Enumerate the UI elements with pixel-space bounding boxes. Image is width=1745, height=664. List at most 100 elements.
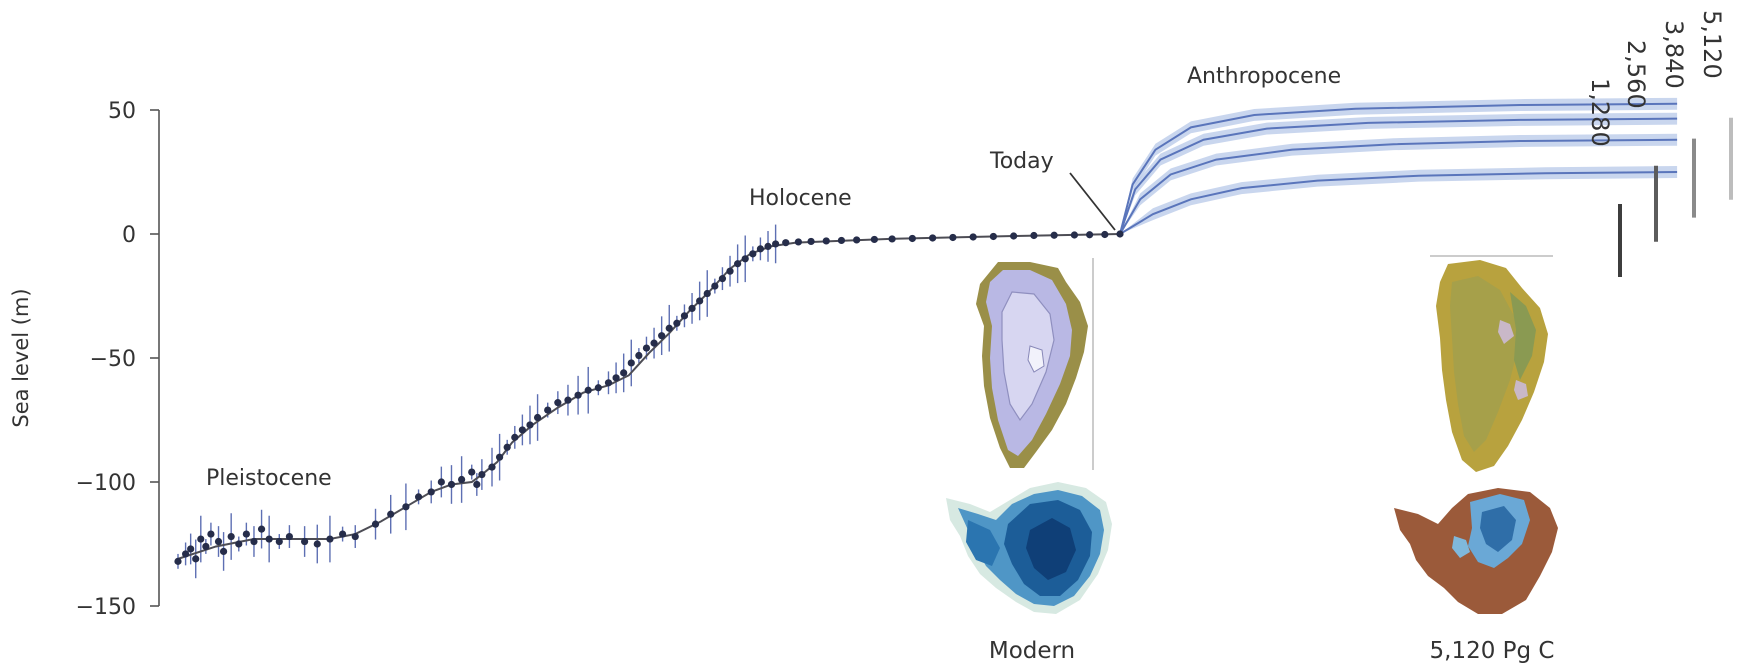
data-point [665, 324, 673, 332]
data-point [265, 535, 273, 543]
data-point [627, 359, 635, 367]
data-point [458, 475, 466, 484]
scenario-label-5120: 5,120 [1698, 10, 1726, 79]
data-point [764, 242, 772, 250]
map-future-antarctica [1394, 488, 1558, 614]
map-caption-future: 5,120 Pg C [1430, 638, 1555, 664]
data-point [1010, 232, 1018, 240]
data-point [468, 468, 476, 476]
data-point [214, 537, 223, 546]
scenario-band [1120, 133, 1678, 234]
data-point [351, 532, 359, 541]
data-point [181, 550, 190, 558]
data-point [427, 488, 435, 496]
data-point [756, 245, 765, 253]
data-point [888, 235, 896, 243]
data-point [949, 233, 957, 242]
data-point [473, 480, 481, 489]
data-point [564, 396, 572, 404]
data-point [822, 237, 830, 245]
data-point [772, 240, 780, 248]
data-point [326, 535, 334, 543]
data-point [807, 237, 815, 246]
scenario-label-3840: 3,840 [1660, 20, 1688, 89]
y-tick-label: 0 [122, 223, 136, 248]
data-point [533, 413, 542, 422]
map-modern-greenland [976, 262, 1088, 468]
data-point [658, 332, 666, 340]
data-point [503, 443, 511, 451]
data-point [688, 304, 696, 312]
data-point [1116, 230, 1124, 238]
data-point [989, 232, 997, 241]
data-point [478, 470, 486, 479]
y-axis-label: Sea level (m) [9, 288, 33, 427]
scenario-line [1119, 117, 1678, 235]
map-caption-modern: Modern [989, 638, 1075, 664]
data-point [1086, 231, 1094, 239]
data-point [574, 391, 582, 399]
data-point [301, 537, 309, 546]
y-tick-label: −150 [76, 595, 136, 620]
era-label-anthropocene: Anthropocene [1187, 64, 1341, 89]
data-point [554, 399, 562, 407]
data-point [594, 384, 602, 392]
data-point [250, 537, 258, 546]
y-tick-label: −50 [90, 347, 136, 372]
data-point [584, 386, 592, 394]
data-point [338, 530, 347, 538]
y-tick-label: −100 [76, 471, 136, 496]
data-point [387, 510, 395, 518]
scenario-line [1119, 171, 1678, 235]
data-point [794, 238, 803, 246]
data-point [187, 545, 195, 553]
y-axis: 50 0 −50 −100 −150 Sea level (m) [9, 99, 160, 620]
data-point [257, 525, 266, 533]
map-modern-antarctica [946, 482, 1112, 614]
data-point [227, 532, 235, 541]
data-point [718, 275, 727, 283]
data-point [488, 463, 496, 471]
scenario-label-1280: 1,280 [1586, 78, 1614, 147]
era-label-pleistocene: Pleistocene [206, 466, 332, 491]
data-point [1030, 231, 1038, 240]
data-point [526, 421, 534, 429]
data-point [1050, 231, 1058, 239]
scenario-level-bars [1618, 117, 1733, 277]
data-point [908, 234, 916, 243]
scenario-lines [1119, 102, 1678, 235]
data-point [642, 344, 651, 352]
data-point [673, 319, 681, 327]
data-point [929, 234, 937, 242]
data-point [313, 540, 321, 548]
data-point [1070, 231, 1079, 239]
data-point [696, 297, 704, 305]
data-point [242, 530, 250, 538]
data-point [275, 537, 283, 546]
y-tick-label: 50 [108, 99, 136, 124]
scenario-labels: 1,280 2,560 3,840 5,120 [1586, 10, 1726, 147]
scenario-band [1120, 166, 1678, 234]
scenario-line [1119, 102, 1678, 235]
data-point [544, 406, 552, 414]
data-point [192, 555, 200, 563]
data-point [414, 493, 423, 501]
data-point [650, 339, 658, 347]
data-point [620, 369, 628, 377]
data-point [635, 351, 643, 360]
data-point [1101, 230, 1109, 239]
data-point [734, 260, 742, 268]
data-point [749, 250, 757, 258]
data-point [197, 535, 205, 543]
data-point [837, 236, 846, 245]
data-point [726, 267, 734, 275]
data-point [235, 540, 243, 548]
data-point [612, 374, 620, 382]
data-point [680, 312, 689, 320]
era-label-holocene: Holocene [749, 186, 852, 211]
data-point [511, 433, 519, 441]
map-future-greenland [1436, 260, 1548, 472]
scenario-label-2560: 2,560 [1622, 40, 1650, 109]
data-point [969, 233, 977, 241]
